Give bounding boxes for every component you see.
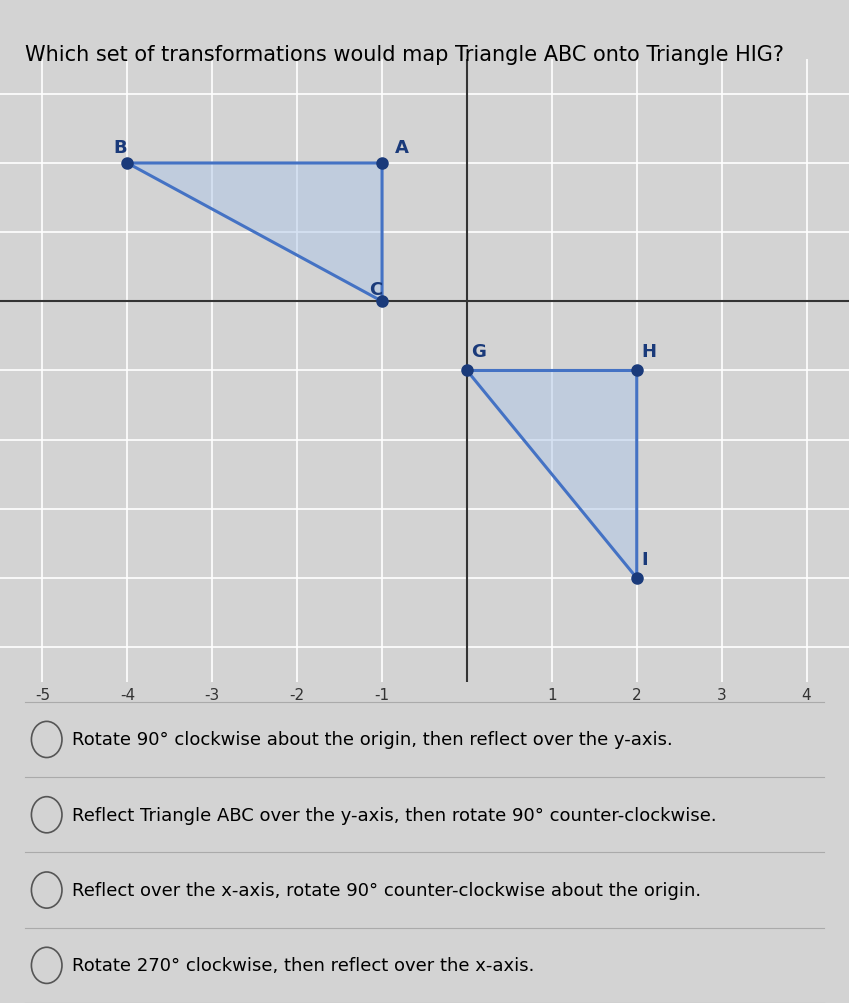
- Polygon shape: [467, 371, 637, 579]
- Text: H: H: [641, 343, 656, 361]
- Text: Reflect over the x-axis, rotate 90° counter-clockwise about the origin.: Reflect over the x-axis, rotate 90° coun…: [72, 882, 701, 899]
- Text: Rotate 90° clockwise about the origin, then reflect over the y-axis.: Rotate 90° clockwise about the origin, t…: [72, 731, 673, 748]
- Text: Which set of transformations would map Triangle ABC onto Triangle HIG?: Which set of transformations would map T…: [25, 45, 784, 65]
- Polygon shape: [127, 163, 382, 302]
- Text: B: B: [114, 139, 127, 156]
- Text: Reflect Triangle ABC over the y-axis, then rotate 90° counter-clockwise.: Reflect Triangle ABC over the y-axis, th…: [72, 806, 717, 823]
- Text: G: G: [471, 343, 486, 361]
- Text: C: C: [368, 281, 382, 299]
- Text: Rotate 270° clockwise, then reflect over the x-axis.: Rotate 270° clockwise, then reflect over…: [72, 957, 535, 974]
- Text: A: A: [395, 139, 408, 156]
- Text: I: I: [641, 550, 648, 568]
